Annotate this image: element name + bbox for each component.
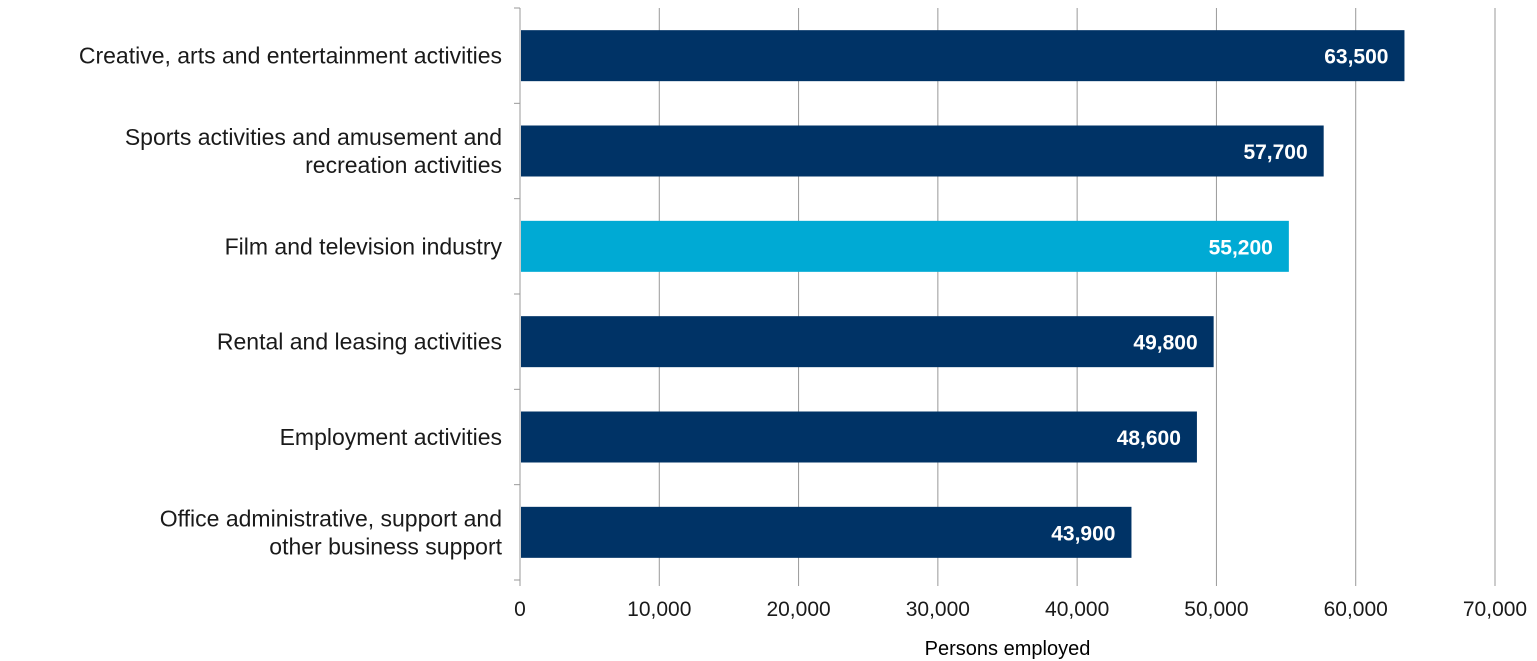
bar-value-label: 63,500 xyxy=(1324,46,1388,69)
x-tick-label: 20,000 xyxy=(766,598,830,621)
bar-value-label: 57,700 xyxy=(1243,141,1307,164)
x-tick-label: 0 xyxy=(514,598,526,621)
bars: 63,500 57,700 55,200 49,800 48,600 43,900 xyxy=(521,30,1405,558)
x-tick-label: 10,000 xyxy=(627,598,691,621)
category-label: Creative, arts and entertainment activit… xyxy=(79,43,502,69)
bar xyxy=(521,411,1197,463)
bar xyxy=(521,220,1289,272)
bar xyxy=(521,506,1132,558)
bar-value-label: 43,900 xyxy=(1051,522,1115,545)
x-axis-title: Persons employed xyxy=(925,638,1091,660)
bar xyxy=(521,30,1405,82)
category-label: Employment activities xyxy=(280,424,502,450)
x-tick-label: 40,000 xyxy=(1045,598,1109,621)
bar-value-label: 55,200 xyxy=(1209,236,1273,259)
category-label: Rental and leasing activities xyxy=(217,329,502,355)
category-label: Film and television industry xyxy=(225,233,503,259)
x-tick-label: 60,000 xyxy=(1324,598,1388,621)
x-tick-label: 70,000 xyxy=(1463,598,1527,621)
category-labels: Creative, arts and entertainment activit… xyxy=(79,43,503,560)
gridlines xyxy=(658,8,1496,580)
bar xyxy=(521,125,1324,177)
bar xyxy=(521,316,1214,368)
bar-value-label: 48,600 xyxy=(1117,427,1181,450)
x-tick-label: 30,000 xyxy=(906,598,970,621)
bar-value-label: 49,800 xyxy=(1133,332,1197,355)
x-tick-labels: 0 10,000 20,000 30,000 40,000 50,000 60,000 70,… xyxy=(514,598,1527,621)
category-label: Office administrative, support and other … xyxy=(160,505,503,559)
x-tick-label: 50,000 xyxy=(1184,598,1248,621)
category-label: Sports activities and amusement and recre… xyxy=(125,124,502,178)
axes xyxy=(514,7,1496,586)
